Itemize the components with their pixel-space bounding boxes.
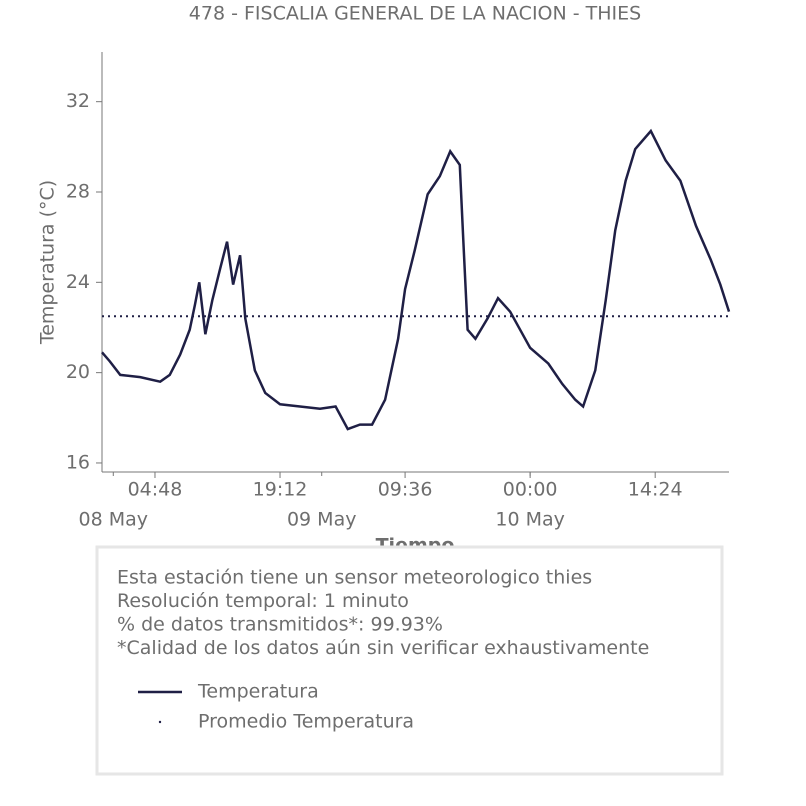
y-tick-label: 32 [66,90,90,112]
y-axis-label: Temperatura (°C) [37,180,59,345]
date-label: 09 May [287,509,357,531]
line-series [101,128,731,431]
info-box [95,545,724,776]
x-tick-label: 09:36 [378,479,433,501]
date-label: 10 May [495,509,565,531]
info-text: Esta estación tiene un sensor meteorolog… [117,567,592,589]
x-tick-label: 00:00 [503,479,558,501]
info-text: *Calidad de los datos aún sin verificar … [117,637,649,659]
info-text: Resolución temporal: 1 minuto [117,590,409,612]
legend-label: Temperatura [197,681,319,703]
chart-title: 478 - FISCALIA GENERAL DE LA NACION - TH… [189,3,641,25]
legend-swatch [158,720,162,724]
date-label: 08 May [79,509,149,531]
x-tick-label: 14:24 [628,479,683,501]
y-tick-label: 20 [66,361,90,383]
legend-label: Promedio Temperatura [198,711,414,733]
info-text: % de datos transmitidos*: 99.93% [117,614,443,636]
y-tick-label: 16 [66,451,90,473]
y-tick-label: 28 [66,181,90,203]
x-tick-label: 19:12 [253,479,308,501]
x-tick-label: 04:48 [128,479,183,501]
y-tick-label: 24 [66,271,90,293]
